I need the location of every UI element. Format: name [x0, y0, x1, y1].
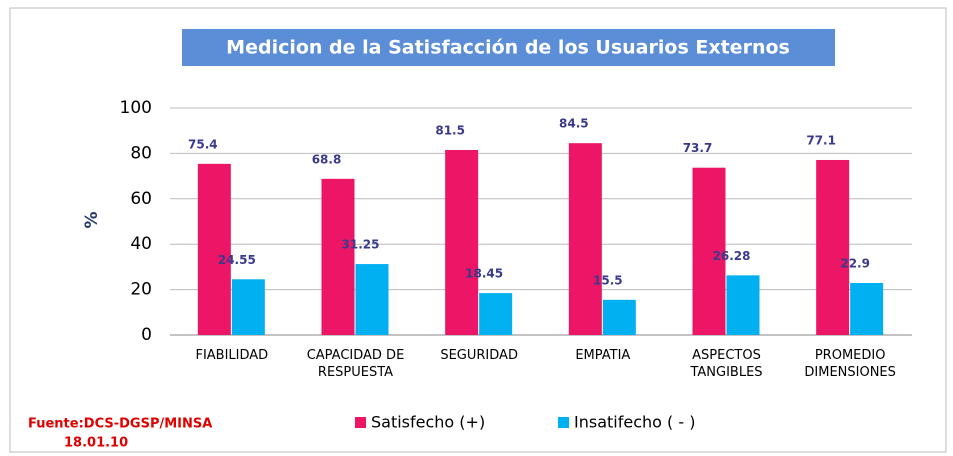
bar	[726, 275, 760, 335]
y-tick-label: 60	[130, 189, 152, 209]
bar	[850, 283, 884, 335]
data-label: 84.5	[559, 117, 589, 131]
data-label: 68.8	[312, 152, 342, 166]
data-label: 75.4	[188, 137, 218, 151]
chart-title: Medicion de la Satisfacción de los Usuar…	[226, 37, 790, 59]
data-label: 31.25	[342, 238, 380, 252]
y-tick-label: 0	[141, 325, 152, 345]
y-axis-label: %	[82, 211, 102, 228]
bar	[197, 163, 231, 335]
bar	[445, 149, 479, 335]
data-label: 22.9	[840, 257, 870, 271]
data-label: 15.5	[593, 273, 623, 287]
bar	[231, 279, 265, 335]
data-label: 26.28	[713, 249, 751, 263]
source: Fuente:DCS-DGSP/MINSA	[28, 417, 212, 432]
data-label: 81.5	[435, 123, 465, 137]
bar	[355, 264, 389, 335]
x-tick-label: ASPECTOS TANGIBLES	[690, 348, 763, 380]
bar	[321, 178, 355, 335]
title-box	[182, 29, 835, 66]
y-tick-label: 80	[130, 143, 152, 163]
data-label: 77.1	[806, 133, 836, 147]
x-tick-label: CAPACIDAD DE RESPUESTA	[306, 348, 405, 380]
source: 18.01.10	[64, 436, 128, 451]
bar	[602, 299, 636, 335]
data-label: 73.7	[683, 141, 713, 155]
x-tick-label: EMPATIA	[575, 348, 631, 363]
y-tick-label: 40	[130, 234, 152, 254]
x-tick-label: FIABILIDAD	[195, 348, 269, 363]
y-tick-label: 100	[120, 98, 152, 118]
legend-swatch	[558, 417, 569, 428]
bar	[568, 143, 602, 335]
y-tick-label: 20	[130, 280, 152, 300]
legend-label: Satisfecho (+)	[371, 413, 485, 432]
data-label: 24.55	[218, 253, 256, 267]
legend-label: Insatifecho ( - )	[574, 413, 695, 432]
bar	[692, 167, 726, 335]
x-tick-label: PROMEDIO DIMENSIONES	[804, 348, 896, 380]
x-tick-label: SEGURIDAD	[440, 348, 518, 363]
data-label: 18.45	[465, 267, 503, 281]
bar	[479, 293, 513, 335]
legend-swatch	[355, 417, 366, 428]
bar	[816, 159, 850, 335]
